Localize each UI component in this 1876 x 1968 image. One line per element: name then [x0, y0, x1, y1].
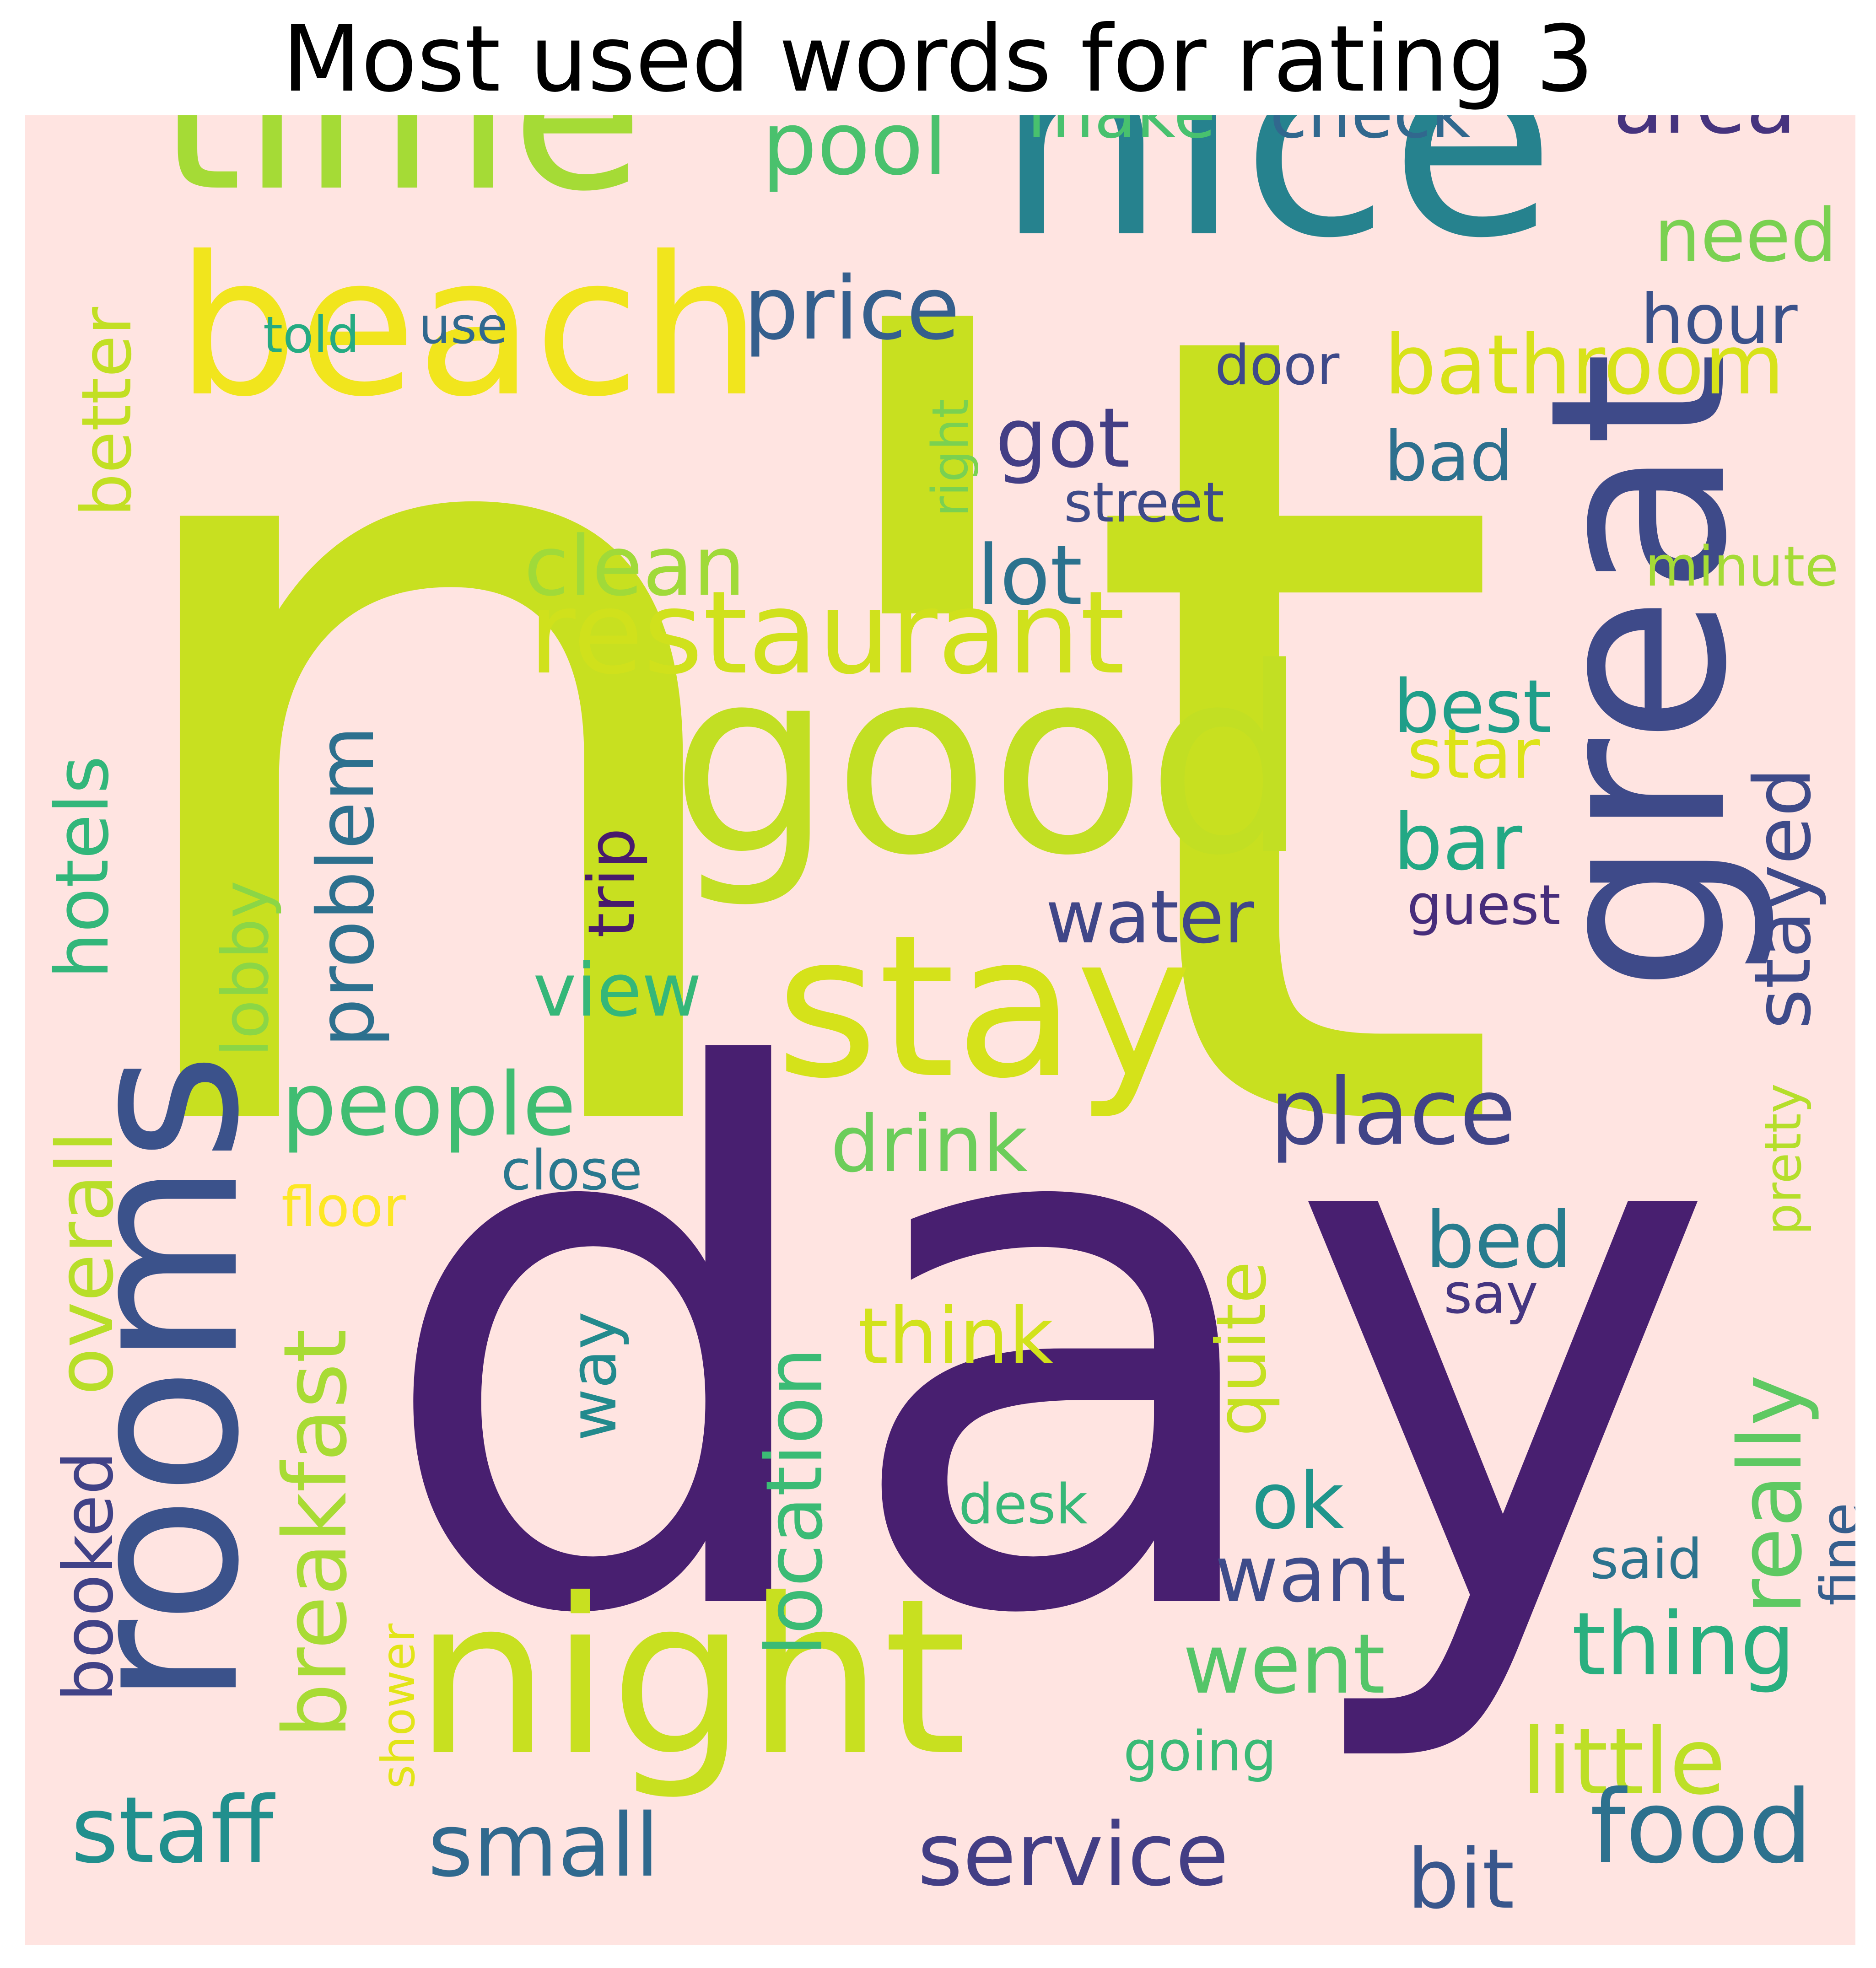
word-minute: minute — [1645, 535, 1838, 599]
word-check: check — [1270, 115, 1471, 154]
word-guest: guest — [1407, 874, 1561, 937]
word-booked: booked — [49, 1451, 129, 1702]
word-small: small — [428, 1795, 659, 1896]
word-told: told — [263, 306, 360, 364]
word-really: really — [1720, 1375, 1821, 1615]
word-hour: hour — [1640, 280, 1798, 360]
word-better: better — [67, 307, 147, 517]
word-said: said — [1590, 1528, 1703, 1592]
word-service: service — [917, 1804, 1229, 1905]
word-bit: bit — [1407, 1832, 1515, 1927]
word-going: going — [1123, 1720, 1277, 1784]
word-street: street — [1064, 471, 1224, 535]
word-stay: stay — [776, 893, 1192, 1122]
word-ok: ok — [1251, 1456, 1344, 1547]
word-way: way — [556, 1312, 631, 1441]
word-overall: overall — [40, 1131, 131, 1395]
word-stayed: stayed — [1738, 767, 1828, 1029]
word-area: area — [1613, 115, 1796, 152]
word-shower: shower — [372, 1623, 425, 1789]
word-nice: nice — [995, 115, 1556, 297]
word-problem: problem — [301, 726, 392, 1048]
word-place: place — [1270, 1059, 1516, 1166]
word-lobby: lobby — [209, 881, 283, 1057]
word-clean: clean — [524, 519, 745, 614]
word-trip: trip — [575, 828, 649, 938]
word-floor: floor — [281, 1176, 406, 1239]
word-night: night — [414, 1553, 967, 1803]
word-price: price — [744, 258, 960, 359]
word-pretty: pretty — [1754, 1083, 1812, 1235]
word-drink: drink — [830, 1099, 1028, 1190]
word-best: best — [1393, 664, 1552, 749]
word-right: right — [921, 399, 980, 517]
word-day: day — [373, 922, 1720, 1774]
word-close: close — [501, 1139, 642, 1203]
word-say: say — [1444, 1263, 1538, 1326]
word-bed: bed — [1425, 1195, 1572, 1286]
word-got: got — [995, 391, 1130, 486]
word-want: want — [1215, 1529, 1406, 1620]
word-bar: bar — [1393, 797, 1522, 888]
word-water: water — [1046, 874, 1254, 960]
word-beach: beach — [176, 215, 761, 439]
word-great: great — [1498, 352, 1780, 993]
word-food: food — [1590, 1769, 1812, 1886]
word-desk: desk — [959, 1473, 1088, 1537]
chart-title: Most used words for rating 3 — [282, 6, 1594, 113]
word-door: door — [1215, 334, 1340, 398]
word-little: little — [1521, 1709, 1726, 1815]
word-bathroom: bathroom — [1384, 317, 1784, 413]
word-use: use — [419, 296, 508, 355]
word-pool: pool — [762, 115, 948, 194]
word-need: need — [1654, 193, 1837, 278]
word-hotels: hotels — [39, 756, 125, 979]
word-location: location — [749, 1347, 840, 1656]
word-staff: staff — [71, 1777, 275, 1884]
word-view: view — [533, 947, 701, 1033]
word-lot: lot — [977, 528, 1083, 624]
word-bad: bad — [1384, 417, 1513, 497]
word-nt: n't — [80, 115, 1509, 1376]
word-rooms: rooms — [41, 1052, 286, 1706]
word-people: people — [281, 1054, 576, 1155]
word-fine: fine — [1810, 1503, 1855, 1606]
word-thing: thing — [1572, 1594, 1795, 1695]
word-good: good — [670, 613, 1309, 912]
word-went: went — [1183, 1617, 1385, 1712]
word-star: star — [1407, 715, 1540, 794]
word-make: make — [1027, 115, 1216, 154]
word-time: time — [158, 115, 644, 238]
word-think: think — [858, 1291, 1054, 1382]
word-breakfast: breakfast — [265, 1329, 366, 1738]
word-restaurant: restaurant — [528, 566, 1125, 699]
word-quite: quite — [1202, 1261, 1282, 1436]
